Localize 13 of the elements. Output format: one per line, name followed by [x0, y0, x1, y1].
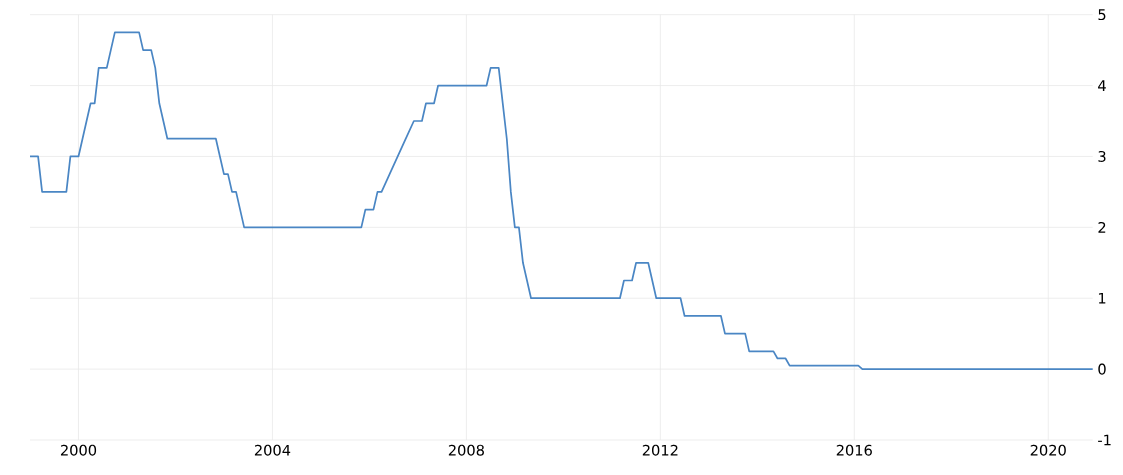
- y-tick-label: 4: [1098, 80, 1106, 91]
- y-tick-label: 5: [1098, 9, 1106, 21]
- y-tick-label: 3: [1098, 150, 1106, 162]
- y-tick-label: 0: [1098, 363, 1106, 375]
- y-tick-label: 1: [1098, 292, 1106, 304]
- x-tick-label: 2020: [1030, 444, 1066, 456]
- y-tick-label: -1: [1098, 434, 1111, 446]
- x-tick-label: 2008: [448, 444, 484, 456]
- x-tick-label: 2016: [836, 444, 872, 456]
- x-tick-label: 2012: [642, 444, 678, 456]
- y-tick-label: 2: [1098, 221, 1106, 233]
- x-tick-label: 2000: [60, 444, 97, 456]
- x-tick-label: 2004: [254, 444, 291, 456]
